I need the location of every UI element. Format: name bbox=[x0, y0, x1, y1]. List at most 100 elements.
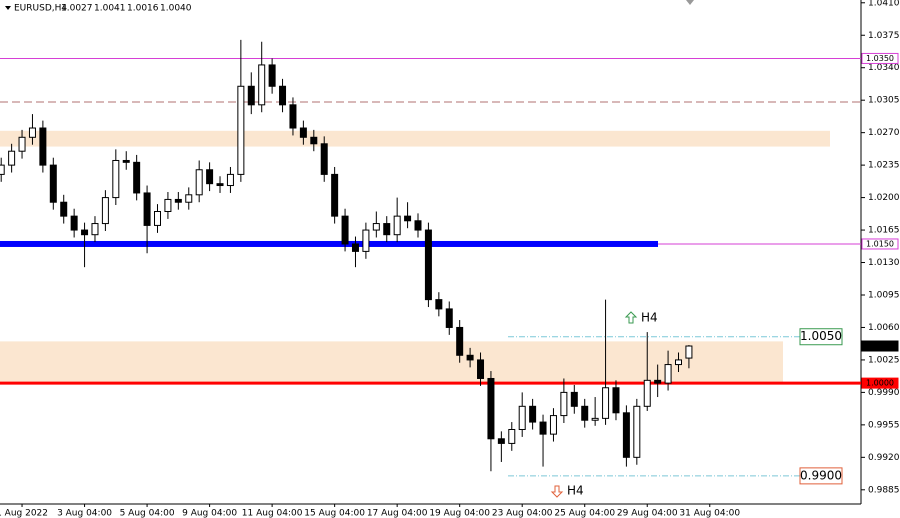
candle-body bbox=[39, 127, 47, 166]
candle-body bbox=[289, 104, 297, 129]
price-tag-label: 1.0040 bbox=[866, 342, 894, 351]
x-tick-label: 25 Aug 04:00 bbox=[554, 509, 615, 518]
candle-body bbox=[268, 64, 276, 87]
x-tick-label: 19 Aug 04:00 bbox=[429, 509, 490, 518]
y-tick-label: 1.0235 bbox=[868, 161, 900, 171]
candle-body bbox=[383, 223, 391, 236]
header-arrow bbox=[5, 6, 11, 10]
candle-body bbox=[508, 428, 516, 444]
x-tick-label: 23 Aug 04:00 bbox=[492, 509, 553, 518]
candle-body bbox=[685, 345, 693, 359]
y-tick-label: 0.9990 bbox=[868, 388, 900, 398]
y-tick-label: 1.0165 bbox=[868, 226, 900, 236]
target-note: H4 bbox=[567, 484, 584, 498]
candle-body bbox=[414, 220, 422, 231]
zone bbox=[0, 341, 783, 384]
candle-body bbox=[581, 405, 589, 421]
x-tick-label: 15 Aug 04:00 bbox=[304, 509, 365, 518]
price-tag bbox=[861, 52, 899, 64]
candle-body bbox=[529, 405, 537, 423]
candle-body bbox=[518, 405, 526, 430]
price-tag bbox=[861, 340, 899, 352]
candle-body bbox=[445, 308, 453, 328]
candle-body bbox=[164, 198, 172, 213]
candle-body bbox=[362, 229, 370, 252]
x-tick-label: 17 Aug 04:00 bbox=[367, 509, 428, 518]
candle-body bbox=[310, 136, 318, 145]
target-arrow bbox=[624, 311, 638, 324]
target-label: 1.0050 bbox=[800, 329, 842, 343]
candle-body bbox=[331, 173, 339, 217]
header-low: 1.0016 bbox=[127, 4, 159, 14]
price-tag-label: 1.0150 bbox=[866, 239, 894, 248]
candle-body bbox=[18, 136, 26, 152]
x-tick-label: 9 Aug 04:00 bbox=[182, 509, 237, 518]
y-tick-label: 1.0305 bbox=[868, 96, 900, 106]
candle-body bbox=[435, 299, 443, 310]
y-tick-label: 1.0095 bbox=[868, 290, 900, 300]
candle-body bbox=[477, 359, 485, 379]
candle-body bbox=[570, 391, 578, 407]
candle-body bbox=[633, 405, 641, 458]
candle-body bbox=[122, 159, 130, 163]
candle-body bbox=[49, 164, 57, 203]
x-tick-label: 3 Aug 04:00 bbox=[57, 509, 112, 518]
candle-body bbox=[60, 201, 68, 217]
candle-body bbox=[143, 192, 151, 226]
candle-body bbox=[279, 85, 287, 106]
candle-body bbox=[466, 354, 474, 361]
candle-body bbox=[497, 438, 505, 444]
support-band bbox=[0, 240, 658, 247]
candle-body bbox=[112, 159, 120, 199]
header-open: 1.0027 bbox=[61, 4, 93, 14]
candle-body bbox=[404, 215, 412, 222]
candle-body bbox=[424, 229, 432, 301]
candle-body bbox=[456, 326, 464, 356]
candle-body bbox=[216, 183, 224, 187]
price-tag bbox=[861, 377, 899, 389]
scroll-marker bbox=[686, 0, 694, 5]
y-tick-label: 1.0410 bbox=[868, 0, 900, 8]
candle-body bbox=[237, 85, 245, 175]
price-tag-label: 1.0350 bbox=[866, 54, 894, 63]
candle-body bbox=[206, 169, 214, 185]
target-box bbox=[799, 467, 843, 485]
candle-body bbox=[299, 127, 307, 138]
candle-body bbox=[602, 387, 610, 419]
candle-body bbox=[226, 173, 234, 187]
candle-body bbox=[341, 215, 349, 245]
target-box bbox=[799, 328, 843, 346]
zone bbox=[0, 130, 830, 147]
symbol: EURUSD,H4 bbox=[14, 4, 67, 14]
candle-body bbox=[372, 223, 380, 231]
plot: 1.0050 H4 0.9900 H4 bbox=[0, 39, 861, 498]
y-tick-label: 1.0340 bbox=[868, 63, 900, 73]
y-tick-label: 1.0025 bbox=[868, 355, 900, 365]
candle-body bbox=[0, 164, 5, 175]
header-close: 1.0040 bbox=[160, 4, 192, 14]
x-tick-label: 11 Aug 04:00 bbox=[242, 509, 303, 518]
candle-body bbox=[195, 169, 203, 196]
candle-body bbox=[539, 421, 547, 435]
y-tick-label: 0.9920 bbox=[868, 453, 900, 463]
y-tick-label: 1.0375 bbox=[868, 31, 900, 41]
candle-body bbox=[643, 379, 651, 407]
target-arrow bbox=[550, 485, 564, 498]
candle-body bbox=[185, 194, 193, 203]
y-tick-label: 1.0270 bbox=[868, 128, 900, 138]
candle-body bbox=[91, 223, 99, 236]
candle-body bbox=[28, 127, 36, 138]
y-tick-label: 1.0130 bbox=[868, 258, 900, 268]
candle-body bbox=[101, 197, 109, 225]
x-tick-label: 29 Aug 04:00 bbox=[617, 509, 678, 518]
price-tag bbox=[861, 238, 899, 250]
x-tick-label: 1 Aug 2022 bbox=[0, 509, 48, 518]
candle-body bbox=[8, 150, 16, 166]
candle-body bbox=[81, 229, 89, 236]
y-tick-label: 0.9885 bbox=[868, 485, 900, 495]
y-tick-label: 0.9955 bbox=[868, 420, 900, 430]
candle-body bbox=[664, 364, 672, 384]
candle-body bbox=[591, 417, 599, 421]
y-tick-label: 1.0060 bbox=[868, 323, 900, 333]
